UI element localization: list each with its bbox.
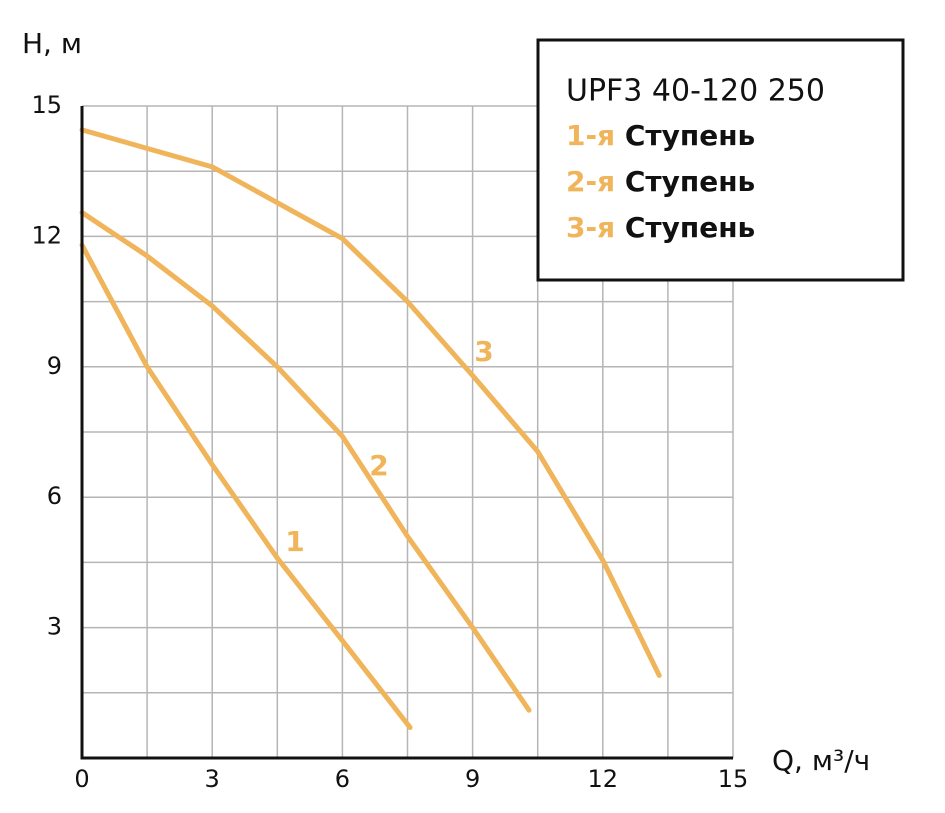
x-tick-label: 12 bbox=[588, 765, 619, 793]
x-tick-label: 15 bbox=[718, 765, 749, 793]
x-tick-label: 6 bbox=[335, 765, 350, 793]
y-tick-label: 9 bbox=[47, 352, 62, 380]
x-tick-label: 0 bbox=[74, 765, 89, 793]
legend-entry: 3-я Ступень bbox=[566, 211, 755, 244]
y-tick-label: 6 bbox=[47, 482, 62, 510]
legend-title: UPF3 40-120 250 bbox=[566, 74, 825, 109]
legend-entry: 1-я Ступень bbox=[566, 119, 755, 152]
legend-entry: 2-я Ступень bbox=[566, 165, 755, 198]
x-axis-label: Q, м³/ч bbox=[772, 744, 870, 777]
y-tick-label: 15 bbox=[31, 91, 62, 119]
curve-label: 2 bbox=[369, 449, 388, 482]
y-tick-label: 3 bbox=[47, 613, 62, 641]
y-axis-label: H, м bbox=[22, 27, 82, 60]
x-tick-label: 3 bbox=[205, 765, 220, 793]
legend-box bbox=[536, 38, 905, 282]
curve bbox=[79, 242, 413, 731]
y-tick-label: 12 bbox=[31, 221, 62, 249]
plot: 1 2 3 bbox=[79, 127, 662, 731]
curve-label: 1 bbox=[285, 525, 304, 558]
curve-label: 3 bbox=[474, 335, 493, 368]
curve bbox=[79, 127, 662, 678]
curve bbox=[79, 209, 532, 713]
x-tick-label: 9 bbox=[465, 765, 480, 793]
